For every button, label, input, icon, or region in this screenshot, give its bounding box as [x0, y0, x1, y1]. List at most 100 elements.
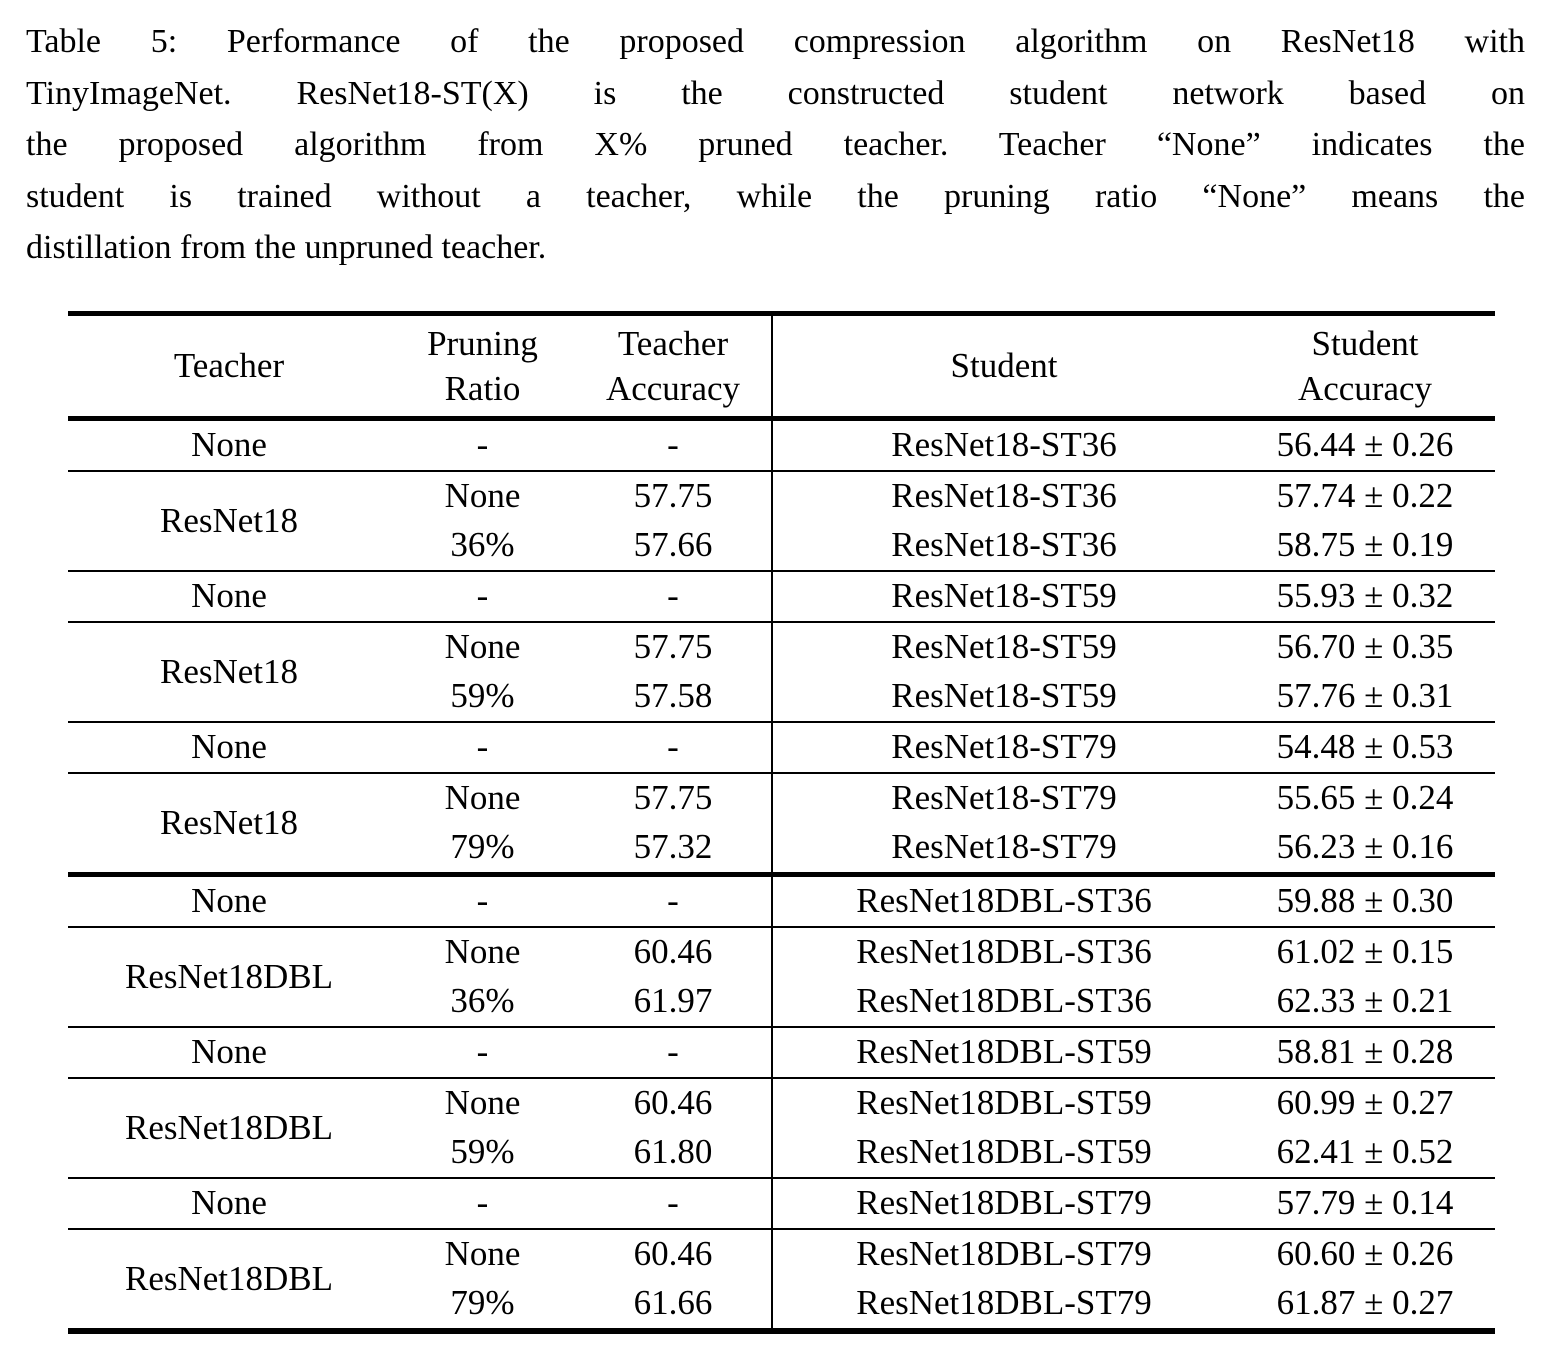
student-cell: ResNet18-ST36 — [771, 418, 1235, 471]
header-student-accuracy-line2: Accuracy — [1297, 368, 1433, 408]
table-header: Teacher Pruning Ratio Teacher Accuracy S… — [68, 313, 1495, 421]
table-row: 36% 57.66 ResNet18-ST36 58.75 ± 0.19 — [68, 520, 1495, 571]
pruning-ratio-cell: - — [390, 569, 575, 622]
student-accuracy-cell: 58.75 ± 0.19 — [1276, 525, 1454, 564]
table-row: ResNet18DBL None 60.46 ResNet18DBL-ST36 … — [68, 925, 1495, 1027]
pruning-ratio-cell: None — [390, 771, 575, 823]
teacher-cell: None — [68, 871, 390, 927]
teacher-accuracy-cell: - — [575, 720, 772, 773]
table-row: ResNet18 None 57.75 ResNet18-ST59 56.70 … — [68, 620, 1495, 722]
teacher-cell: ResNet18DBL — [68, 1076, 390, 1178]
teacher-accuracy-cell: - — [575, 1025, 772, 1078]
student-cell: ResNet18DBL-ST36 — [771, 976, 1235, 1027]
table-row: None - - ResNet18-ST36 56.44 ± 0.26 — [68, 418, 1495, 471]
teacher-cell: None — [191, 425, 267, 464]
table-row: ResNet18DBL None 60.46 ResNet18DBL-ST79 … — [68, 1227, 1495, 1331]
teacher-cell: None — [68, 720, 390, 773]
student-accuracy-cell: 56.23 ± 0.16 — [1276, 827, 1454, 866]
student-cell: ResNet18DBL-ST79 — [771, 1176, 1235, 1229]
teacher-accuracy-cell: 57.58 — [633, 676, 713, 715]
student-accuracy-cell: 62.33 ± 0.21 — [1276, 981, 1454, 1020]
pruning-ratio-cell: 36% — [450, 981, 515, 1020]
teacher-cell: ResNet18 — [68, 771, 390, 874]
header-student-accuracy: Student Accuracy — [1235, 313, 1495, 421]
table-row: None - - ResNet18DBL-ST59 58.81 ± 0.28 — [68, 1025, 1495, 1078]
teacher-accuracy-cell: 61.80 — [633, 1132, 713, 1171]
student-accuracy-cell: 62.41 ± 0.52 — [1276, 1132, 1454, 1171]
student-cell: ResNet18DBL-ST59 — [771, 1127, 1235, 1178]
teacher-accuracy-cell: - — [667, 425, 679, 464]
teacher-cell: None — [68, 1176, 390, 1229]
teacher-accuracy-cell: 60.46 — [575, 1076, 772, 1128]
pruning-ratio-cell: - — [390, 1176, 575, 1229]
pruning-ratio-cell: 36% — [450, 525, 515, 564]
table-row: None - - ResNet18-ST59 55.93 ± 0.32 — [68, 569, 1495, 622]
teacher-cell: None — [68, 1025, 390, 1078]
student-cell: ResNet18-ST36 — [771, 520, 1235, 571]
student-accuracy-cell: 56.44 ± 0.26 — [1276, 425, 1454, 464]
teacher-accuracy-cell: 60.46 — [575, 925, 772, 977]
table-row: None - - ResNet18DBL-ST36 59.88 ± 0.30 — [68, 871, 1495, 927]
teacher-accuracy-cell: - — [575, 871, 772, 927]
student-cell: ResNet18DBL-ST79 — [771, 1278, 1235, 1331]
table-row: ResNet18 None 57.75 ResNet18-ST36 57.74 … — [68, 469, 1495, 571]
student-accuracy-cell: 60.99 ± 0.27 — [1235, 1076, 1495, 1128]
table-row: 79% 57.32 ResNet18-ST79 56.23 ± 0.16 — [68, 822, 1495, 874]
table-row: None - - ResNet18-ST79 54.48 ± 0.53 — [68, 720, 1495, 773]
header-pruning-line1: Pruning — [427, 323, 538, 363]
header-teacher-accuracy-line2: Accuracy — [605, 368, 741, 408]
teacher-accuracy-cell: - — [575, 1176, 772, 1229]
teacher-accuracy-cell: 57.75 — [575, 620, 772, 672]
table-row: 59% 57.58 ResNet18-ST59 57.76 ± 0.31 — [68, 671, 1495, 722]
student-accuracy-cell: 61.87 ± 0.27 — [1276, 1283, 1454, 1322]
student-accuracy-cell: 57.79 ± 0.14 — [1235, 1176, 1495, 1229]
caption-line: distillation from the unpruned teacher. — [26, 229, 547, 266]
pruning-ratio-cell: - — [390, 871, 575, 927]
header-pruning-line2: Ratio — [444, 368, 521, 408]
header-teacher-accuracy-line1: Teacher — [617, 323, 729, 363]
student-accuracy-cell: 58.81 ± 0.28 — [1235, 1025, 1495, 1078]
table-caption: Table 5: Performance of the proposed com… — [26, 16, 1525, 274]
student-cell: ResNet18-ST79 — [771, 822, 1235, 874]
teacher-accuracy-cell: 57.32 — [633, 827, 713, 866]
student-cell: ResNet18-ST79 — [771, 720, 1235, 773]
student-cell: ResNet18DBL-ST36 — [771, 871, 1235, 927]
student-cell: ResNet18DBL-ST59 — [771, 1025, 1235, 1078]
student-accuracy-cell: 59.88 ± 0.30 — [1235, 871, 1495, 927]
teacher-accuracy-cell: 57.75 — [575, 771, 772, 823]
student-cell: ResNet18DBL-ST59 — [771, 1076, 1235, 1128]
student-cell: ResNet18-ST59 — [771, 620, 1235, 672]
student-cell: ResNet18-ST59 — [771, 671, 1235, 722]
pruning-ratio-cell: 79% — [450, 827, 515, 866]
teacher-accuracy-cell: 60.46 — [575, 1227, 772, 1279]
student-accuracy-cell: 57.74 ± 0.22 — [1235, 469, 1495, 521]
teacher-cell: None — [68, 569, 390, 622]
pruning-ratio-cell: 59% — [450, 1132, 515, 1171]
student-accuracy-cell: 61.02 ± 0.15 — [1235, 925, 1495, 977]
student-accuracy-cell: 57.76 ± 0.31 — [1276, 676, 1454, 715]
table-body: None - - ResNet18-ST36 56.44 ± 0.26 ResN… — [68, 418, 1495, 1331]
table-row: 59% 61.80 ResNet18DBL-ST59 62.41 ± 0.52 — [68, 1127, 1495, 1178]
table-row: 79% 61.66 ResNet18DBL-ST79 61.87 ± 0.27 — [68, 1278, 1495, 1331]
caption-line: the proposed algorithm from X% pruned te… — [26, 126, 1525, 163]
pruning-ratio-cell: - — [390, 720, 575, 773]
teacher-accuracy-cell: 61.66 — [633, 1283, 713, 1322]
caption-line: student is trained without a teacher, wh… — [26, 177, 1525, 215]
teacher-accuracy-cell: 57.75 — [575, 469, 772, 521]
pruning-ratio-cell: - — [476, 425, 489, 464]
table-row: 36% 61.97 ResNet18DBL-ST36 62.33 ± 0.21 — [68, 976, 1495, 1027]
table-row: ResNet18 None 57.75 ResNet18-ST79 55.65 … — [68, 771, 1495, 874]
pruning-ratio-cell: None — [390, 925, 575, 977]
header-student: Student — [771, 313, 1235, 421]
pruning-ratio-cell: None — [390, 620, 575, 672]
teacher-accuracy-cell: 57.66 — [633, 525, 713, 564]
results-table: Teacher Pruning Ratio Teacher Accuracy S… — [68, 310, 1495, 1334]
student-cell: ResNet18-ST36 — [771, 469, 1235, 521]
teacher-accuracy-cell: 61.97 — [633, 981, 713, 1020]
student-accuracy-cell: 55.93 ± 0.32 — [1235, 569, 1495, 622]
student-cell: ResNet18-ST79 — [771, 771, 1235, 823]
table-row: ResNet18DBL None 60.46 ResNet18DBL-ST59 … — [68, 1076, 1495, 1178]
header-teacher-accuracy: Teacher Accuracy — [575, 313, 772, 421]
caption-line: TinyImageNet. ResNet18-ST(X) is the cons… — [26, 74, 1525, 112]
student-cell: ResNet18DBL-ST36 — [771, 925, 1235, 977]
